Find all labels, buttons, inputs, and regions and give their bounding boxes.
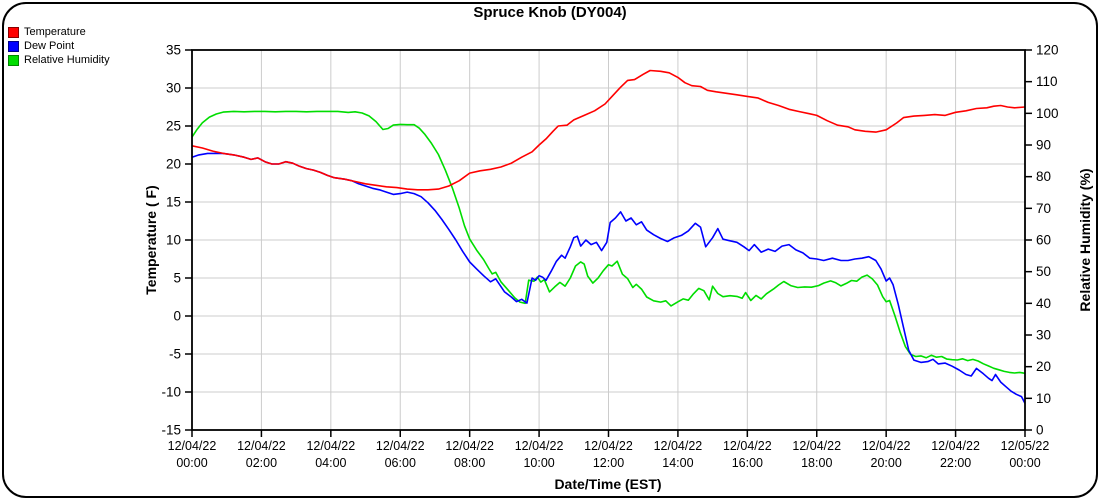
y-tick-label-right: 70 <box>1036 201 1051 216</box>
y-tick-label-right: 40 <box>1036 296 1051 311</box>
y-tick-label-left: 10 <box>166 233 181 248</box>
y-tick-label-right: 80 <box>1036 169 1051 184</box>
y-tick-label-right: 120 <box>1036 43 1059 58</box>
y-tick-label-right: 60 <box>1036 233 1051 248</box>
chart-title: Spruce Knob (DY004) <box>473 4 627 21</box>
legend-label: Temperature <box>24 26 86 38</box>
legend-label: Dew Point <box>24 40 75 52</box>
left-tick-labels: 35 30 25 20 15 10 5 0 -5 -10 -15 <box>161 43 181 438</box>
x-tick-label-date: 12/04/22 <box>515 439 564 453</box>
legend-label: Relative Humidity <box>24 54 110 66</box>
x-tick-label-date: 12/04/22 <box>445 439 494 453</box>
y-tick-label-right: 50 <box>1036 264 1051 279</box>
y-tick-label-right: 0 <box>1036 423 1044 438</box>
y-tick-label-right: 110 <box>1036 74 1058 89</box>
temperature-swatch <box>8 26 19 38</box>
relative-humidity-swatch <box>8 54 19 66</box>
x-axis-title: Date/Time (EST) <box>554 476 662 492</box>
x-tick-label-date: 12/04/22 <box>376 439 425 453</box>
x-tick-label-date: 12/04/22 <box>862 439 911 453</box>
x-tick-label-date: 12/04/22 <box>931 439 980 453</box>
x-tick-label-time: 18:00 <box>801 456 832 470</box>
x-tick-label-date: 12/04/22 <box>584 439 633 453</box>
x-tick-label-date: 12/04/22 <box>306 439 355 453</box>
x-tick-label-date: 12/04/22 <box>723 439 772 453</box>
x-tick-label-time: 14:00 <box>662 456 693 470</box>
x-tick-label-date: 12/04/22 <box>654 439 703 453</box>
legend: Temperature Dew Point Relative Humidity <box>8 25 110 67</box>
x-tick-label-time: 08:00 <box>454 456 485 470</box>
series-lines <box>191 69 1026 404</box>
dew-point-line <box>191 152 1026 404</box>
x-tick-label-time: 16:00 <box>732 456 763 470</box>
y-tick-label-left: 35 <box>166 43 181 58</box>
y-tick-label-left: 0 <box>173 309 181 324</box>
dew-point-swatch <box>8 40 19 52</box>
y-tick-label-left: 30 <box>166 81 181 96</box>
legend-item-relative-humidity: Relative Humidity <box>8 53 110 67</box>
legend-item-temperature: Temperature <box>8 25 110 39</box>
y-tick-label-left: -10 <box>161 385 181 400</box>
y-tick-label-left: 25 <box>166 119 181 134</box>
y-tick-label-left: 20 <box>166 157 181 172</box>
x-tick-label-time: 22:00 <box>940 456 971 470</box>
x-tick-label-time: 20:00 <box>871 456 902 470</box>
x-tick-labels: 12/04/22 00:00 12/04/22 02:00 12/04/22 04:00 1… <box>168 439 1050 470</box>
x-tick-label-time: 02:00 <box>246 456 277 470</box>
y-tick-label-right: 20 <box>1036 359 1051 374</box>
y-tick-label-left: -15 <box>161 423 181 438</box>
y-tick-label-left: -5 <box>169 347 181 362</box>
gridlines <box>192 50 1025 430</box>
temperature-line <box>191 69 1026 191</box>
y-tick-label-right: 10 <box>1036 391 1051 406</box>
x-tick-label-date: 12/04/22 <box>237 439 286 453</box>
x-tick-label-date: 12/05/22 <box>1001 439 1050 453</box>
x-tick-label-time: 04:00 <box>315 456 346 470</box>
x-tick-label-time: 10:00 <box>523 456 554 470</box>
y-tick-label-right: 30 <box>1036 328 1051 343</box>
x-tick-label-time: 12:00 <box>593 456 624 470</box>
y-tick-label-left: 5 <box>173 271 181 286</box>
x-tick-label-date: 12/04/22 <box>168 439 217 453</box>
x-tick-label-time: 00:00 <box>176 456 207 470</box>
y-tick-label-left: 15 <box>166 195 181 210</box>
tick-marks <box>185 49 1032 437</box>
x-tick-label-time: 06:00 <box>385 456 416 470</box>
y-tick-label-right: 90 <box>1036 138 1051 153</box>
x-tick-label-date: 12/04/22 <box>792 439 841 453</box>
y-tick-label-right: 100 <box>1036 106 1059 121</box>
x-tick-label-time: 00:00 <box>1009 456 1040 470</box>
legend-item-dew-point: Dew Point <box>8 39 110 53</box>
relative-humidity-line <box>191 110 1026 375</box>
